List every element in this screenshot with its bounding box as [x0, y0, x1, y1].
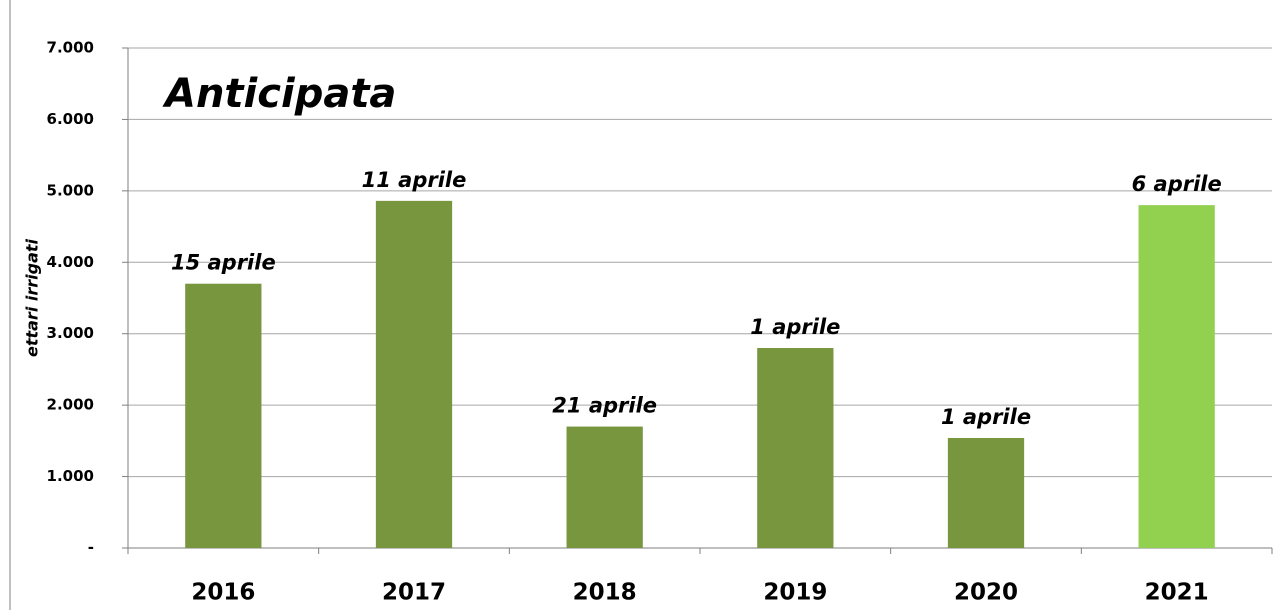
x-tick-label: 2018: [573, 580, 637, 606]
bar-label: 1 aprile: [750, 315, 840, 339]
y-tick-label: -: [88, 539, 94, 557]
bar-label: 1 aprile: [941, 405, 1031, 429]
x-tick-label: 2021: [1145, 580, 1209, 606]
y-tick-label: 7.000: [47, 39, 94, 57]
bar-label: 15 aprile: [171, 251, 276, 275]
x-tick-label: 2016: [191, 580, 255, 606]
x-tick-label: 2019: [763, 580, 827, 606]
y-tick-label: 4.000: [47, 253, 94, 271]
bar-label: 11 aprile: [362, 168, 467, 192]
y-tick-label: 3.000: [47, 324, 94, 342]
x-tick-label: 2017: [382, 580, 446, 606]
bar: [185, 283, 262, 548]
y-tick-label: 6.000: [47, 110, 94, 128]
bar: [947, 438, 1025, 548]
bar: [1138, 205, 1215, 548]
y-tick-label: 2.000: [47, 396, 94, 414]
bar: [375, 200, 453, 548]
y-axis-label: ettari irrigati: [23, 238, 42, 357]
bar-label: 21 aprile: [552, 394, 657, 418]
bar: [566, 426, 643, 548]
x-tick-label: 2020: [954, 580, 1018, 606]
y-tick-label: 1.000: [47, 467, 94, 485]
chart-title: Anticipata: [162, 71, 396, 117]
bar-label: 6 aprile: [1132, 172, 1222, 196]
bar: [757, 348, 834, 548]
y-tick-label: 5.000: [47, 181, 94, 199]
